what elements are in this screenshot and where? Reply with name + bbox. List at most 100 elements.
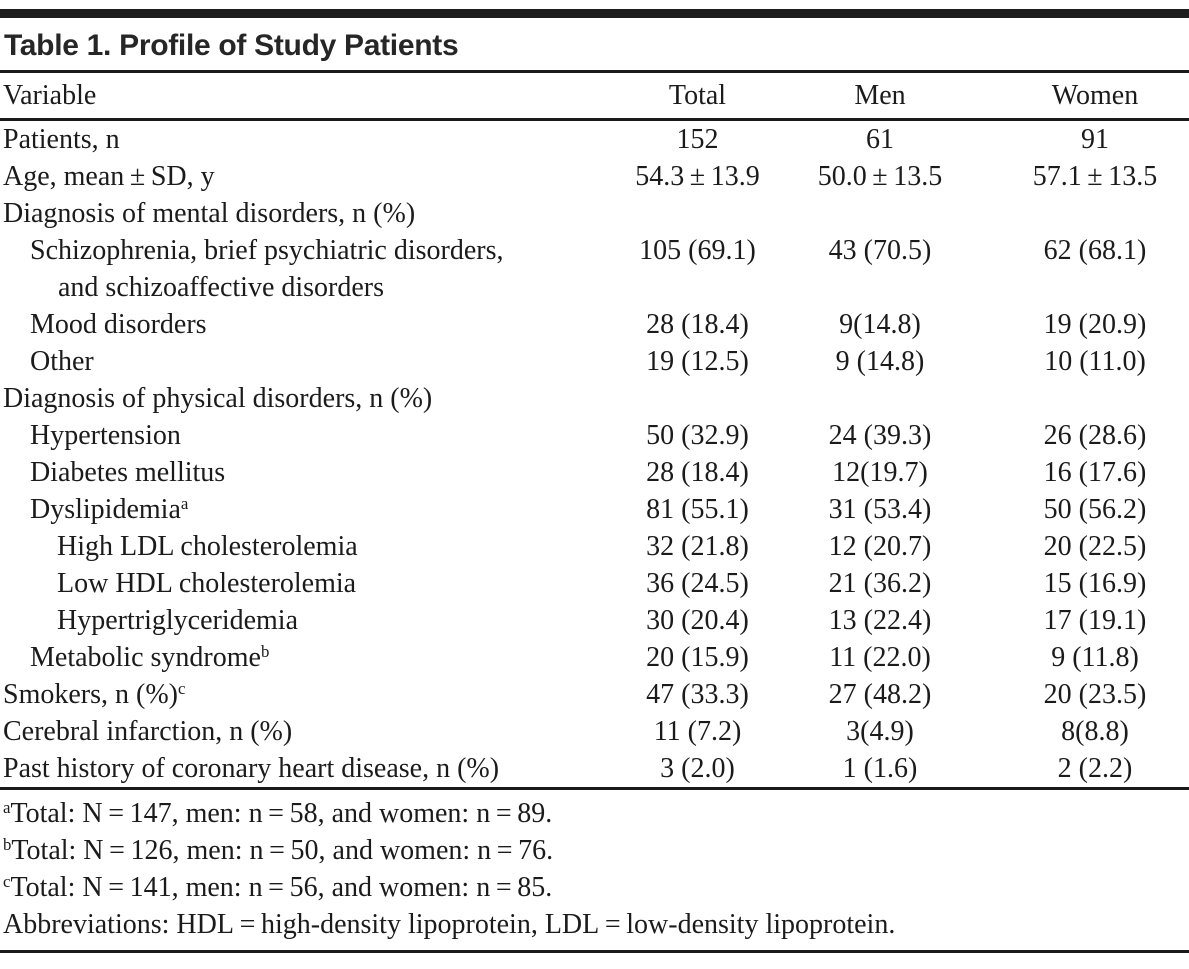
cell-women: 20 (23.5): [1043, 679, 1147, 710]
cell-men: 13 (22.4): [828, 605, 932, 636]
figure-bottom-rule: [0, 950, 1189, 953]
cell-women: 20 (22.5): [1043, 531, 1147, 562]
cell-total: 28 (18.4): [646, 309, 749, 340]
footnote-marker: a: [3, 797, 11, 817]
table-row: Cerebral infarction, n (%) 11 (7.2) 3(4.9)…: [0, 713, 1189, 750]
table-row: Past history of coronary heart disease, …: [0, 750, 1189, 787]
col-header-women: Women: [965, 73, 1189, 121]
table-row: Diagnosis of mental disorders, n (%): [0, 195, 1189, 232]
cell-women: 8(8.8): [1061, 716, 1129, 747]
row-label: Diabetes mellitus: [30, 457, 226, 488]
table-row: Hypertension 50 (32.9) 24 (39.3) 26 (28.6): [0, 417, 1189, 454]
table-row: Low HDL cholesterolemia 36 (24.5) 21 (36.2…: [0, 565, 1189, 602]
row-label: Hypertriglyceridemia: [57, 605, 299, 636]
cell-total: 54.3 ± 13.9: [635, 161, 760, 192]
row-label: Hypertension: [30, 420, 181, 451]
cell-men: 21 (36.2): [828, 568, 932, 599]
cell-total: 11 (7.2): [653, 716, 742, 747]
cell-women: 17 (19.1): [1043, 605, 1147, 636]
table-row: Other 19 (12.5) 9 (14.8) 10 (11.0): [0, 343, 1189, 380]
cell-women: 62 (68.1): [1043, 235, 1147, 266]
cell-total: 30 (20.4): [646, 605, 749, 636]
row-label: Diagnosis of mental disorders, n (%): [3, 198, 416, 229]
table-row: Patients, n 152 61 91: [0, 120, 1189, 159]
footnote-marker: a: [180, 493, 189, 513]
cell-total: 50 (32.9): [646, 420, 749, 451]
title-rule: [0, 70, 1189, 73]
cell-total: 20 (15.9): [646, 642, 749, 673]
cell-total: 36 (24.5): [646, 568, 749, 599]
cell-men: [795, 195, 965, 232]
footnote-line: aTotal: N = 147, men: n = 58, and women:…: [3, 797, 553, 829]
row-label: Past history of coronary heart disease, …: [3, 753, 500, 784]
row-label: Patients, n: [3, 124, 120, 155]
cell-men: 1 (1.6): [842, 753, 918, 784]
table-row: Smokers, n (%)c 47 (33.3) 27 (48.2) 20 (23.…: [0, 676, 1189, 713]
table-row: Dyslipidemiaa 81 (55.1) 31 (53.4) 50 (56.2): [0, 491, 1189, 528]
cell-women: 9 (11.8): [1051, 642, 1139, 673]
row-label: Smokers, n (%)c: [3, 678, 186, 710]
footnote-marker: b: [3, 834, 12, 854]
cell-women: 26 (28.6): [1043, 420, 1147, 451]
footnote-line: Abbreviations: HDL = high-density lipopr…: [3, 909, 896, 940]
cell-men: 31 (53.4): [828, 494, 932, 525]
cell-men: 43 (70.5): [828, 235, 932, 266]
col-header-variable: Variable: [0, 73, 600, 121]
cell-men: 12(19.7): [832, 457, 928, 488]
table-header: Variable Total Men Women: [0, 73, 1189, 121]
cell-women: [965, 380, 1189, 417]
table-top-bar: [0, 9, 1189, 18]
cell-men: 9(14.8): [839, 309, 921, 340]
cell-women: [965, 195, 1189, 232]
cell-men: 61: [866, 124, 894, 155]
cell-men: 24 (39.3): [828, 420, 932, 451]
row-label-continuation: and schizoaffective disorders: [58, 272, 385, 303]
table-row: Diagnosis of physical disorders, n (%): [0, 380, 1189, 417]
header-row: Variable Total Men Women: [0, 73, 1189, 121]
col-header-men: Men: [795, 73, 965, 121]
cell-men: 27 (48.2): [828, 679, 932, 710]
table-row: Hypertriglyceridemia 30 (20.4) 13 (22.4) 17…: [0, 602, 1189, 639]
table-row: High LDL cholesterolemia 32 (21.8) 12 (20.…: [0, 528, 1189, 565]
cell-women: 10 (11.0): [1044, 346, 1146, 377]
cell-women: 57.1 ± 13.5: [1032, 161, 1158, 192]
footnotes: aTotal: N = 147, men: n = 58, and women:…: [0, 790, 1189, 950]
table-row: Schizophrenia, brief psychiatric disorde…: [0, 232, 1189, 306]
table-row: Metabolic syndromeb 20 (15.9) 11 (22.0) 9 (…: [0, 639, 1189, 676]
cell-men: 11 (22.0): [829, 642, 931, 673]
cell-total: 105 (69.1): [639, 235, 756, 266]
row-label: High LDL cholesterolemia: [57, 531, 358, 562]
cell-men: 12 (20.7): [828, 531, 932, 562]
footnote-marker: c: [177, 678, 186, 698]
cell-total: 152: [676, 124, 719, 155]
cell-total: [600, 195, 795, 232]
footnote-line: cTotal: N = 141, men: n = 56, and women:…: [3, 871, 553, 903]
footnote-line: bTotal: N = 126, men: n = 50, and women:…: [3, 834, 554, 866]
col-header-total: Total: [600, 73, 795, 121]
row-label: Diagnosis of physical disorders, n (%): [3, 383, 433, 414]
cell-total: 3 (2.0): [660, 753, 735, 784]
cell-men: [795, 380, 965, 417]
cell-total: 28 (18.4): [646, 457, 749, 488]
row-label: Metabolic syndromeb: [30, 641, 270, 673]
row-label: Mood disorders: [30, 309, 207, 340]
table-title: Table 1. Profile of Study Patients: [4, 29, 459, 62]
cell-women: 16 (17.6): [1043, 457, 1147, 488]
table-bottom-rule: [0, 787, 1189, 790]
cell-total: 81 (55.1): [646, 494, 749, 525]
cell-total: 32 (21.8): [646, 531, 749, 562]
footnote-marker: b: [260, 641, 270, 661]
cell-men: 3(4.9): [846, 716, 914, 747]
cell-men: 50.0 ± 13.5: [817, 161, 943, 192]
cell-women: 50 (56.2): [1043, 494, 1147, 525]
row-label: Dyslipidemiaa: [30, 493, 189, 525]
cell-women: 2 (2.2): [1057, 753, 1133, 784]
cell-women: 19 (20.9): [1043, 309, 1147, 340]
cell-women: 15 (16.9): [1043, 568, 1147, 599]
row-label: Age, mean ± SD, y: [3, 161, 215, 192]
row-label: Low HDL cholesterolemia: [57, 568, 357, 599]
cell-total: 19 (12.5): [646, 346, 749, 377]
table-body: Patients, n 152 61 91 Age, mean ± SD, y 54.3 …: [0, 120, 1189, 788]
footnote-marker: c: [3, 871, 11, 891]
